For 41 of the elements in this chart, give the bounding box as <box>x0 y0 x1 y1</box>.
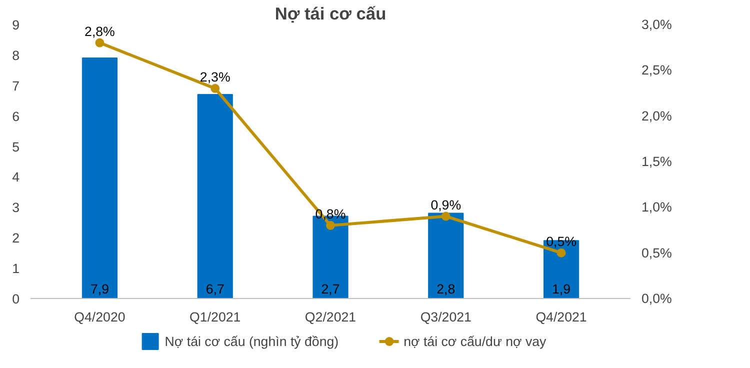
y2-tick-label: 0,0% <box>642 291 672 306</box>
y2-tick-label: 2,0% <box>642 108 672 124</box>
y-tick-label: 2 <box>12 230 20 246</box>
y-tick-label: 9 <box>12 18 20 32</box>
data-label: 1,9 <box>552 282 571 296</box>
data-label: 2,3% <box>200 69 230 84</box>
y2-tick-label: 3,0% <box>642 17 672 32</box>
y-tick-label: 3 <box>12 200 20 216</box>
y-tick-label: 5 <box>12 139 20 154</box>
data-label: 6,7 <box>206 282 224 296</box>
x-tick-label: Q2/2021 <box>304 310 356 324</box>
data-label: 2,8% <box>84 24 116 39</box>
x-tick-label: Q3/2021 <box>420 310 472 324</box>
y-tick-label: 6 <box>12 108 20 124</box>
y-tick-label: 0 <box>12 292 20 306</box>
data-label: 7,9 <box>90 282 109 296</box>
chart-title: Nợ tái cơ cấu <box>274 4 386 24</box>
y-tick-label: 8 <box>12 48 20 63</box>
y-tick-label: 7 <box>12 78 20 94</box>
bar <box>428 212 464 298</box>
point <box>556 248 566 258</box>
x-tick-label: Q4/2021 <box>536 310 587 324</box>
x-tick-label: Q1/2021 <box>190 310 241 324</box>
point <box>95 38 104 48</box>
point <box>326 220 335 230</box>
y2-tick-label: 2,5% <box>642 62 672 78</box>
bar <box>82 57 118 298</box>
point <box>441 212 450 221</box>
y-tick-label: 1 <box>12 261 20 276</box>
y2-tick-label: 0,5% <box>642 245 672 260</box>
legend-label: Nợ tái cơ cấu (nghìn tỷ đồng) <box>164 334 339 348</box>
y2-tick-label: 1,0% <box>642 200 672 215</box>
y2-tick-label: 1,5% <box>642 154 672 169</box>
data-label: 2,8 <box>436 282 456 296</box>
legend-label: nợ tái cơ cấu/dư nợ vay <box>404 334 546 348</box>
point <box>210 84 220 93</box>
x-tick-label: Q4/2020 <box>74 310 126 324</box>
y-tick-label: 4 <box>12 170 20 185</box>
data-label: 0,9% <box>430 197 462 212</box>
data-label: 2,7 <box>321 282 340 296</box>
bar <box>197 94 233 298</box>
